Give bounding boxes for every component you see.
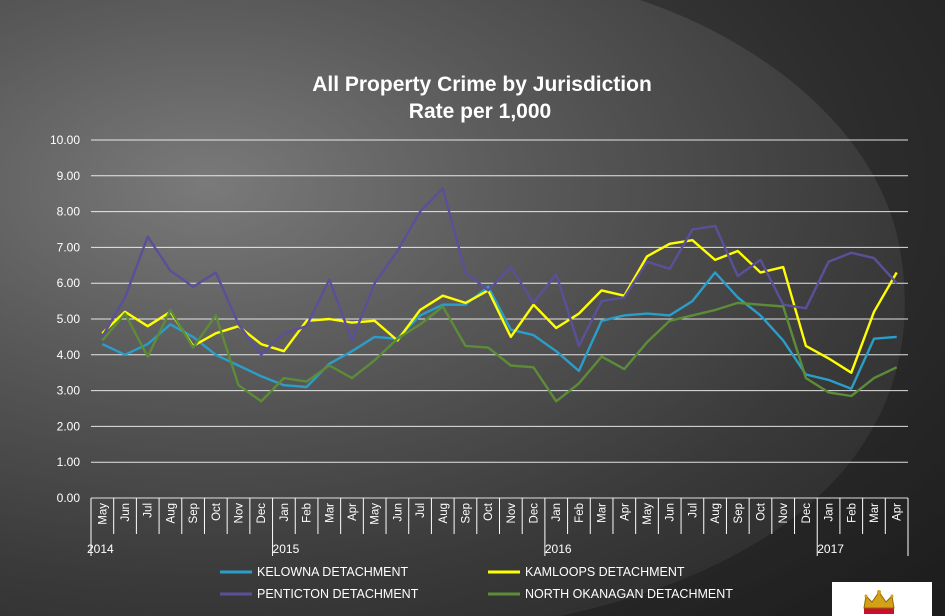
legend-label: NORTH OKANAGAN DETACHMENT bbox=[525, 587, 733, 601]
x-tick-label: Dec bbox=[529, 503, 541, 524]
x-tick-label: Dec bbox=[801, 503, 813, 524]
chart-title: All Property Crime by Jurisdiction bbox=[312, 73, 652, 96]
x-tick-label: Jul bbox=[415, 503, 427, 518]
x-tick-label: Jan bbox=[551, 503, 563, 522]
x-tick-label: Jul bbox=[687, 503, 699, 518]
x-tick-label: Jun bbox=[665, 503, 677, 522]
y-tick-label: 4.00 bbox=[57, 348, 81, 362]
year-label: 2016 bbox=[545, 542, 572, 556]
x-tick-label: Apr bbox=[892, 503, 904, 521]
year-label: 2017 bbox=[817, 542, 844, 556]
legend-label: KELOWNA DETACHMENT bbox=[257, 565, 409, 579]
x-tick-label: Mar bbox=[597, 503, 609, 523]
x-tick-label: Feb bbox=[302, 503, 314, 523]
crown-icon bbox=[863, 590, 895, 614]
y-tick-label: 5.00 bbox=[57, 312, 81, 326]
x-tick-label: Oct bbox=[755, 502, 767, 521]
x-tick-label: Mar bbox=[324, 503, 336, 523]
x-tick-label: Oct bbox=[211, 502, 223, 521]
legend: KELOWNA DETACHMENT KAMLOOPS DETACHMENT PEN… bbox=[220, 565, 733, 601]
x-tick-label: May bbox=[642, 503, 654, 525]
x-tick-label: Aug bbox=[438, 503, 450, 523]
y-tick-label: 0.00 bbox=[57, 491, 81, 505]
series-line-kelowna-detachment bbox=[101, 271, 897, 390]
year-label: 2014 bbox=[87, 542, 114, 556]
x-tick-label: Nov bbox=[778, 503, 790, 524]
x-tick-label: Jan bbox=[824, 503, 836, 522]
plot-area bbox=[101, 187, 898, 403]
y-tick-label: 3.00 bbox=[57, 384, 81, 398]
x-tick-label: Sep bbox=[460, 503, 472, 523]
year-label: 2015 bbox=[273, 542, 300, 556]
x-tick-label: May bbox=[370, 503, 382, 525]
x-tick-label: Sep bbox=[733, 503, 745, 523]
x-axis: May Jun Jul Aug Sep Oct Nov Dec Jan Feb Mar Apr May J… bbox=[87, 498, 909, 556]
x-tick-label: Jan bbox=[279, 503, 291, 522]
x-tick-label: Oct bbox=[483, 502, 495, 521]
y-tick-label: 7.00 bbox=[57, 240, 81, 254]
legend-label: KAMLOOPS DETACHMENT bbox=[525, 565, 685, 579]
logo-box bbox=[832, 582, 932, 616]
y-tick-label: 9.00 bbox=[57, 169, 81, 183]
x-tick-label: Aug bbox=[165, 503, 177, 523]
x-tick-label: Nov bbox=[506, 503, 518, 524]
series-line-kamloops-detachment bbox=[101, 238, 898, 374]
x-tick-label: Mar bbox=[869, 503, 881, 523]
x-tick-label: Dec bbox=[256, 503, 268, 524]
x-tick-label: Feb bbox=[574, 503, 586, 523]
x-tick-label: Jul bbox=[143, 503, 155, 518]
x-tick-label: Jun bbox=[120, 503, 132, 522]
x-tick-label: Feb bbox=[846, 503, 858, 523]
grid: 0.00 1.00 2.00 3.00 4.00 5.00 6.00 7.00 8.00 9.00… bbox=[50, 133, 908, 505]
x-tick-label: Jun bbox=[392, 503, 404, 522]
y-tick-label: 1.00 bbox=[57, 455, 81, 469]
legend-label: PENTICTON DETACHMENT bbox=[257, 587, 419, 601]
x-tick-label: Apr bbox=[347, 503, 359, 521]
y-tick-label: 2.00 bbox=[57, 419, 81, 433]
chart-subtitle: Rate per 1,000 bbox=[409, 100, 551, 123]
x-tick-label: Nov bbox=[234, 503, 246, 524]
y-tick-label: 8.00 bbox=[57, 205, 81, 219]
x-tick-label: May bbox=[97, 503, 109, 525]
x-tick-label: Apr bbox=[619, 503, 631, 521]
y-tick-label: 10.00 bbox=[50, 133, 80, 147]
x-tick-label: Sep bbox=[188, 503, 200, 523]
y-tick-label: 6.00 bbox=[57, 276, 81, 290]
series-line-penticton-detachment bbox=[101, 187, 898, 356]
x-tick-label: Aug bbox=[710, 503, 722, 523]
series-line-north-okanagan-detachment bbox=[101, 301, 898, 403]
